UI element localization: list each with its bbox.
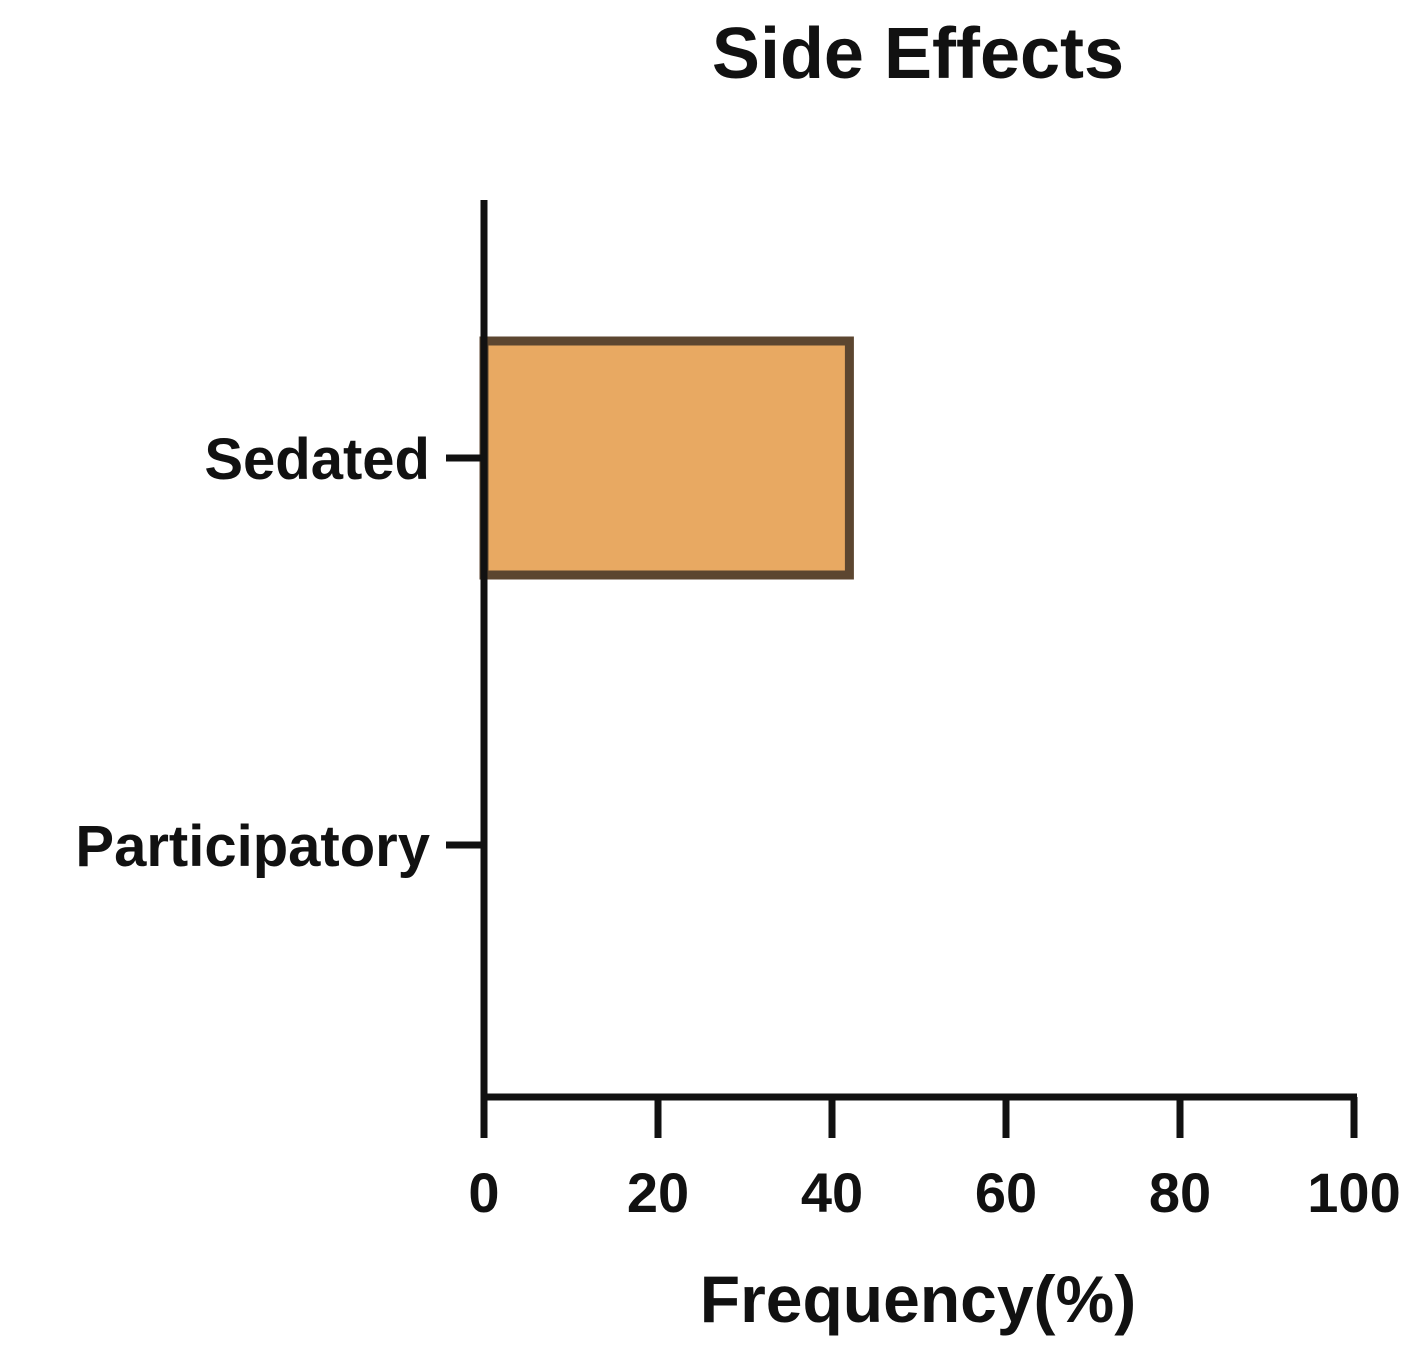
y-tick-label-sedated: Sedated <box>204 427 430 492</box>
y-tick-label-participatory: Participatory <box>75 814 430 879</box>
x-tick-label-60: 60 <box>975 1161 1037 1224</box>
y-ticks-group: Sedated Participatory <box>75 427 484 879</box>
x-tick-label-40: 40 <box>801 1161 863 1224</box>
x-tick-label-20: 20 <box>627 1161 689 1224</box>
x-axis-label: Frequency(%) <box>700 1262 1136 1336</box>
x-tick-label-80: 80 <box>1149 1161 1211 1224</box>
bar-sedated <box>479 336 854 580</box>
bars-group <box>479 336 854 580</box>
x-ticks-group: 0 20 40 60 80 100 <box>468 1097 1401 1224</box>
x-tick-label-100: 100 <box>1307 1161 1400 1224</box>
x-tick-label-0: 0 <box>468 1161 499 1224</box>
chart-title: Side Effects <box>712 14 1124 94</box>
